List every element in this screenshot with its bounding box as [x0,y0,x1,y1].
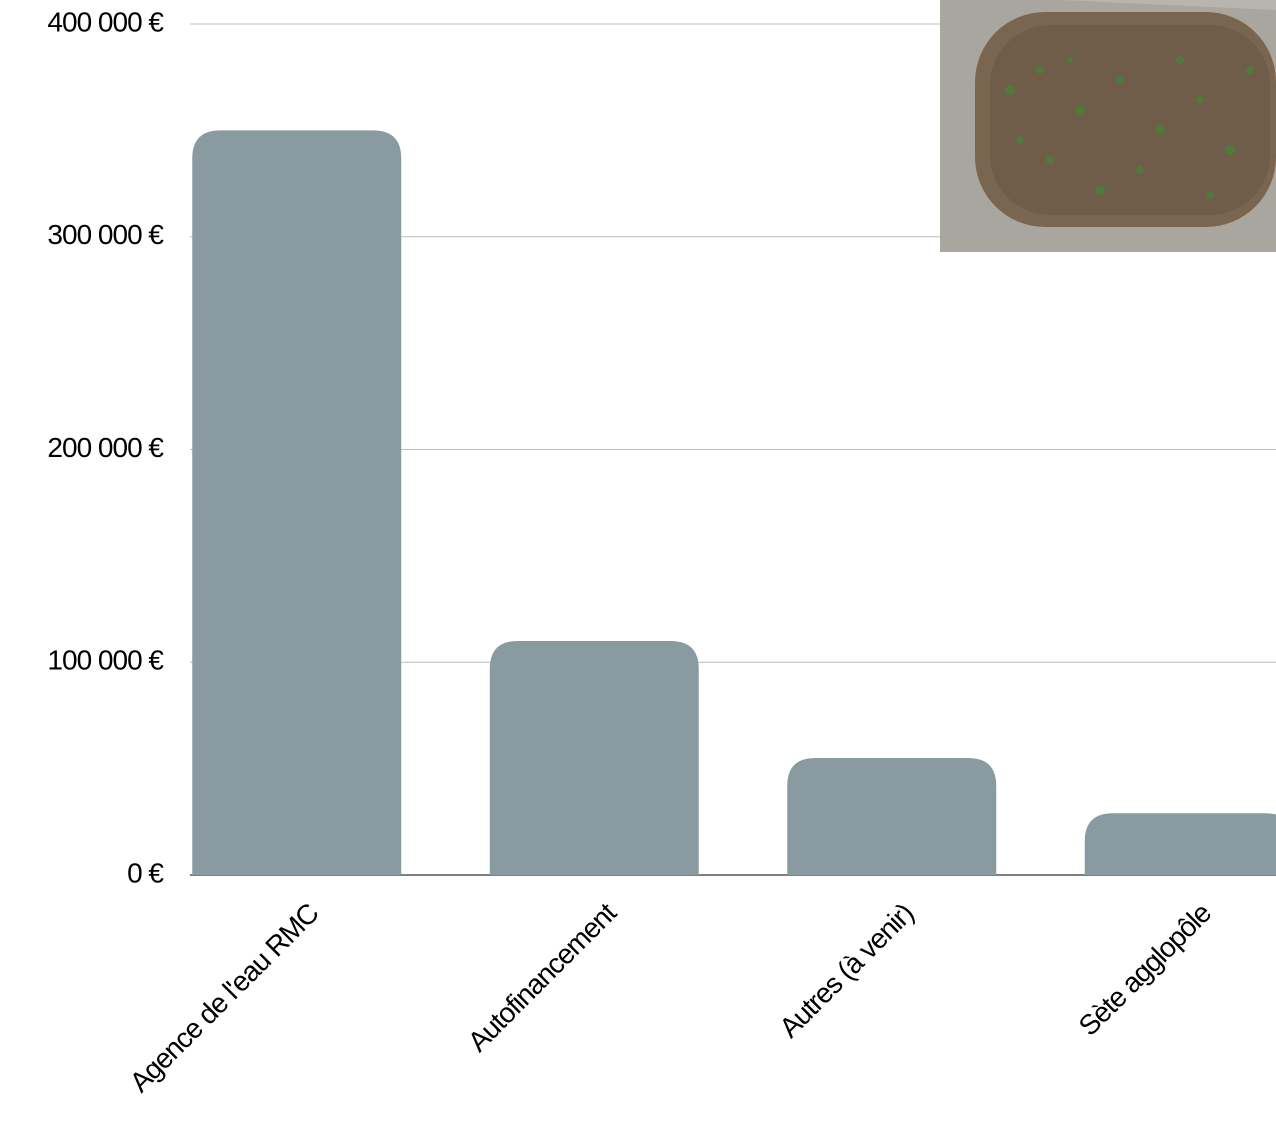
y-tick-label: 300 000 € [47,219,164,250]
bar [192,130,402,875]
bar [1084,813,1276,875]
photo [940,0,1276,252]
bar [787,757,997,875]
y-tick-label: 0 € [127,857,164,888]
y-tick-label: 200 000 € [47,432,164,463]
bar [489,640,699,875]
x-tick-label: Agence de l'eau RMC [124,897,325,1098]
x-tick-label: Autres (à venir) [773,898,919,1044]
x-tick-label: Sète agglopôle [1073,897,1217,1041]
x-tick-label: Autofinancement [462,897,623,1058]
y-tick-label: 100 000 € [47,645,164,676]
y-tick-label: 400 000 € [47,6,164,37]
